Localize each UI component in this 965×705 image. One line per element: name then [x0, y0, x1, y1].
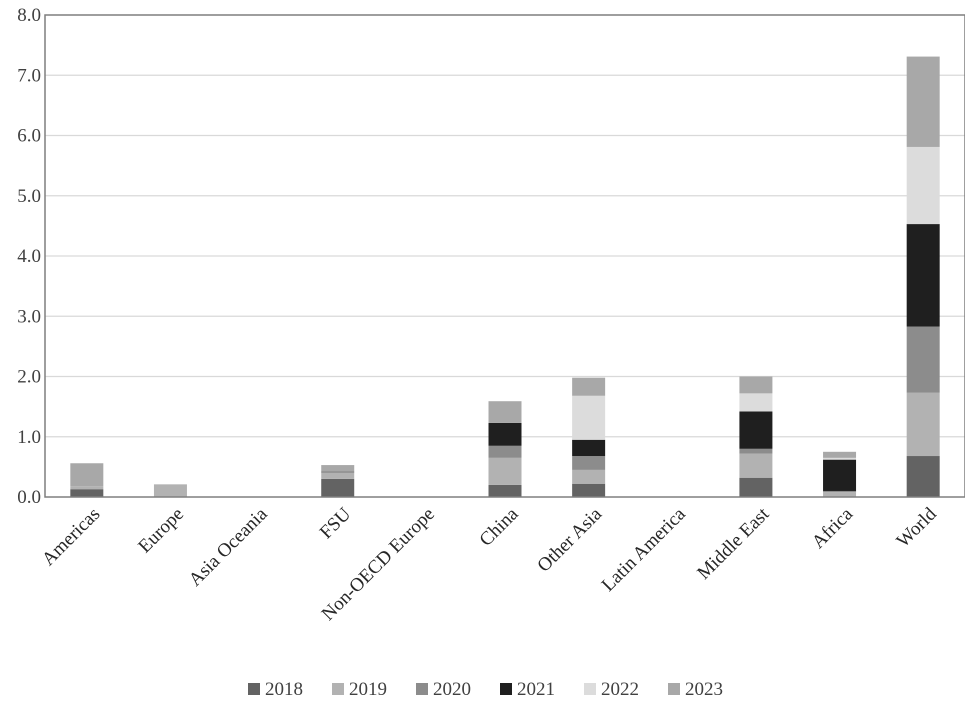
bar-segment-africa-2022 — [823, 457, 857, 460]
plot-area-frame — [44, 14, 965, 498]
legend-swatch-2022 — [584, 683, 596, 695]
bar-segment-world-2021 — [906, 224, 940, 327]
bar-segment-africa-2020 — [823, 490, 857, 493]
legend-swatch-2019 — [332, 683, 344, 695]
bar-segment-fsu-2018 — [321, 478, 355, 497]
legend: 2018 2019 2020 2021 2022 2023 — [248, 679, 723, 700]
x-category-label: Other Asia — [533, 503, 606, 576]
bar-segment-fsu-2023 — [321, 465, 355, 472]
bar-segment-other-asia-2019 — [572, 469, 606, 484]
bar-segment-china-2020 — [488, 445, 522, 458]
y-tick-label: 3.0 — [17, 306, 41, 327]
bar-segment-middle-east-2020 — [739, 448, 773, 454]
x-category-label: Americas — [38, 504, 104, 570]
bar-segment-china-2019 — [488, 457, 522, 485]
x-category-label: Africa — [808, 503, 858, 553]
y-tick-label: 7.0 — [17, 65, 41, 86]
bar-segment-middle-east-2023 — [739, 376, 773, 394]
bar-segment-middle-east-2021 — [739, 411, 773, 449]
bar-segment-world-2022 — [906, 146, 940, 225]
legend-label: 2023 — [685, 679, 723, 700]
bars — [70, 56, 940, 497]
legend-label: 2021 — [517, 679, 555, 700]
bar-segment-other-asia-2018 — [572, 483, 606, 497]
bar-segment-other-asia-2023 — [572, 377, 606, 396]
y-tick-label: 8.0 — [17, 5, 41, 26]
legend-swatch-2020 — [416, 683, 428, 695]
legend-swatch-2023 — [668, 683, 680, 695]
legend-swatch-2018 — [248, 683, 260, 695]
x-category-label: Asia Oceania — [185, 503, 272, 590]
bar-segment-africa-2021 — [823, 459, 857, 491]
y-tick-label: 5.0 — [17, 186, 41, 207]
bar-segment-middle-east-2022 — [739, 393, 773, 412]
bar-segment-europe-2019 — [153, 484, 187, 497]
bar-segment-middle-east-2019 — [739, 453, 773, 478]
bar-segment-world-2020 — [906, 326, 940, 393]
bar-segment-world-2019 — [906, 392, 940, 457]
legend-swatch-2021 — [500, 683, 512, 695]
bar-segment-americas-2018 — [70, 489, 104, 497]
legend-label: 2020 — [433, 679, 471, 700]
x-category-label: FSU — [316, 503, 356, 543]
legend-label: 2018 — [265, 679, 303, 700]
bar-segment-china-2021 — [488, 422, 522, 446]
bar-segment-middle-east-2018 — [739, 477, 773, 497]
bar-segment-americas-2023 — [70, 463, 104, 487]
bar-segment-other-asia-2020 — [572, 456, 606, 470]
bar-segment-africa-2023 — [823, 451, 857, 458]
bar-segment-china-2018 — [488, 484, 522, 497]
x-category-label: Latin America — [598, 503, 690, 595]
legend-label: 2019 — [349, 679, 387, 700]
bar-segment-china-2023 — [488, 401, 522, 423]
x-category-label: Middle East — [693, 503, 774, 584]
x-category-label: Europe — [134, 504, 188, 558]
bar-segment-fsu-2019 — [321, 472, 355, 479]
bar-segment-other-asia-2021 — [572, 439, 606, 457]
bar-segment-africa-2019 — [823, 492, 857, 497]
bar-segment-world-2023 — [906, 56, 940, 147]
gridlines — [45, 74, 965, 438]
y-tick-label: 4.0 — [17, 246, 41, 267]
y-tick-label: 6.0 — [17, 126, 41, 147]
x-category-label: World — [893, 503, 941, 551]
bar-segment-other-asia-2022 — [572, 395, 606, 440]
y-tick-label: 1.0 — [17, 427, 41, 448]
y-tick-label: 0.0 — [17, 487, 41, 508]
bar-segment-world-2018 — [906, 456, 940, 497]
bar-segment-fsu-2020 — [321, 471, 355, 473]
y-tick-label: 2.0 — [17, 367, 41, 388]
y-axis-ticks: 0.0 1.0 2.0 3.0 4.0 5.0 6.0 7.0 8.0 — [17, 5, 41, 508]
x-category-label: China — [476, 503, 523, 550]
bar-segment-americas-2019 — [70, 486, 104, 490]
legend-label: 2022 — [601, 679, 639, 700]
